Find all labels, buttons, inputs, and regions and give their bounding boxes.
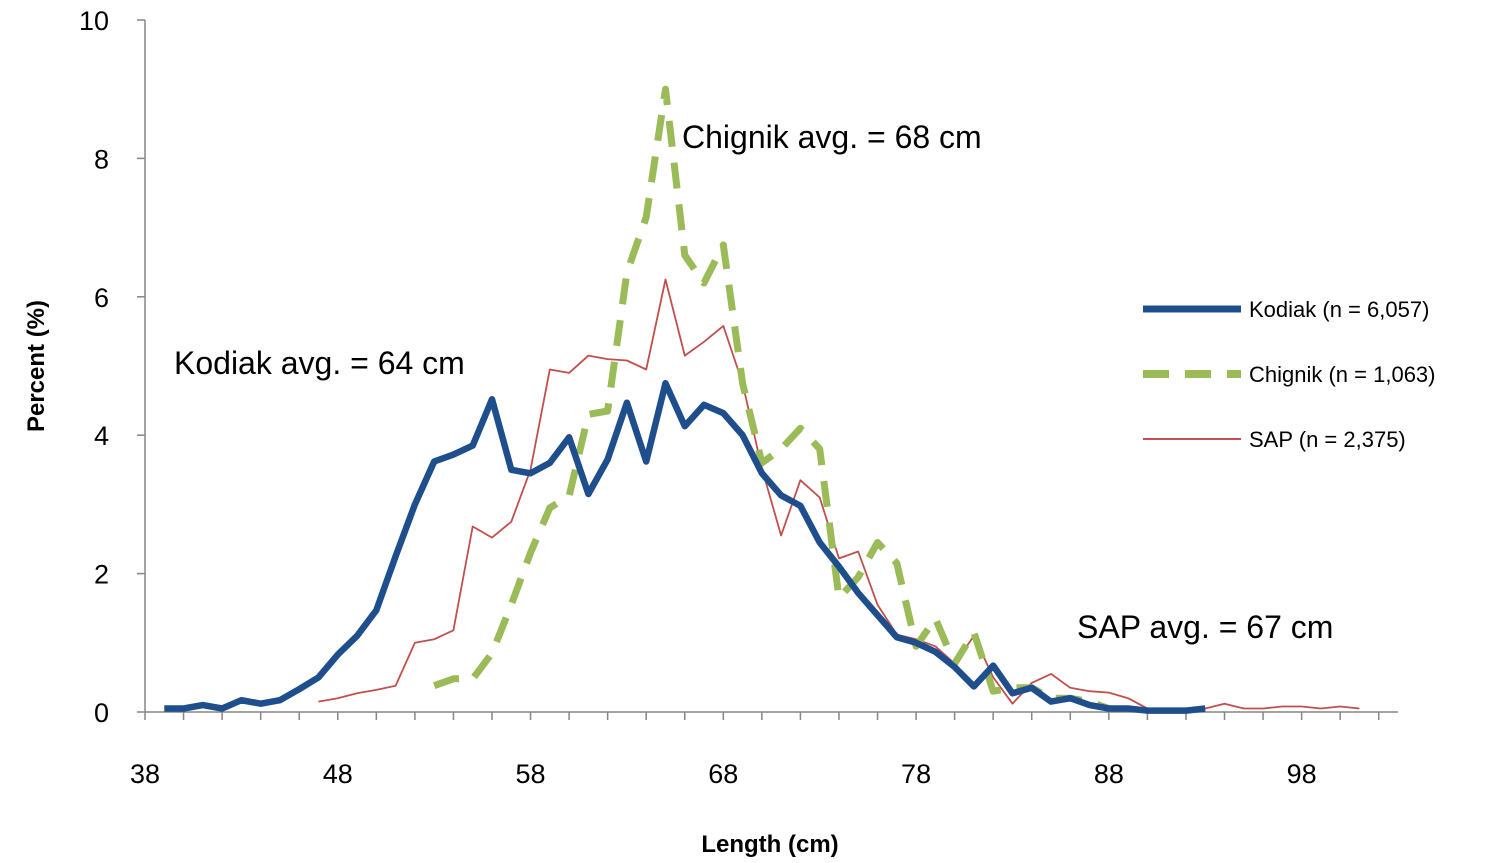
annotation-kodiak-avg: Kodiak avg. = 64 cm: [174, 345, 465, 381]
x-axis: 38 48 58 68 78 88 98: [130, 711, 1398, 789]
series-line-1: [433, 85, 1110, 712]
legend-label-sap: SAP (n = 2,375): [1249, 427, 1406, 452]
y-tick-label: 4: [94, 421, 109, 451]
x-tick-label: 38: [130, 759, 160, 789]
y-axis-title: Percent (%): [23, 300, 50, 432]
x-tick-label: 58: [516, 759, 546, 789]
series-line-0: [164, 380, 1206, 714]
legend-label-kodiak: Kodiak (n = 6,057): [1249, 297, 1429, 322]
legend: Kodiak (n = 6,057) Chignik (n = 1,063) S…: [1143, 297, 1436, 452]
legend-label-chignik: Chignik (n = 1,063): [1249, 362, 1436, 387]
y-tick-label: 8: [94, 144, 109, 174]
series-layer: [164, 85, 1360, 714]
x-tick-label: 78: [901, 759, 931, 789]
y-tick-label: 10: [79, 6, 109, 36]
y-tick-label: 2: [94, 560, 109, 590]
y-axis: 0 2 4 6 8 10: [79, 6, 146, 728]
x-tick-label: 48: [323, 759, 353, 789]
y-tick-label: 6: [94, 283, 109, 313]
x-tick-label: 68: [708, 759, 738, 789]
x-tick-label: 88: [1094, 759, 1124, 789]
annotation-sap-avg: SAP avg. = 67 cm: [1077, 609, 1333, 645]
x-axis-title: Length (cm): [701, 831, 838, 858]
y-tick-label: 0: [94, 698, 109, 728]
x-tick-label: 98: [1287, 759, 1317, 789]
annotation-chignik-avg: Chignik avg. = 68 cm: [682, 119, 982, 155]
